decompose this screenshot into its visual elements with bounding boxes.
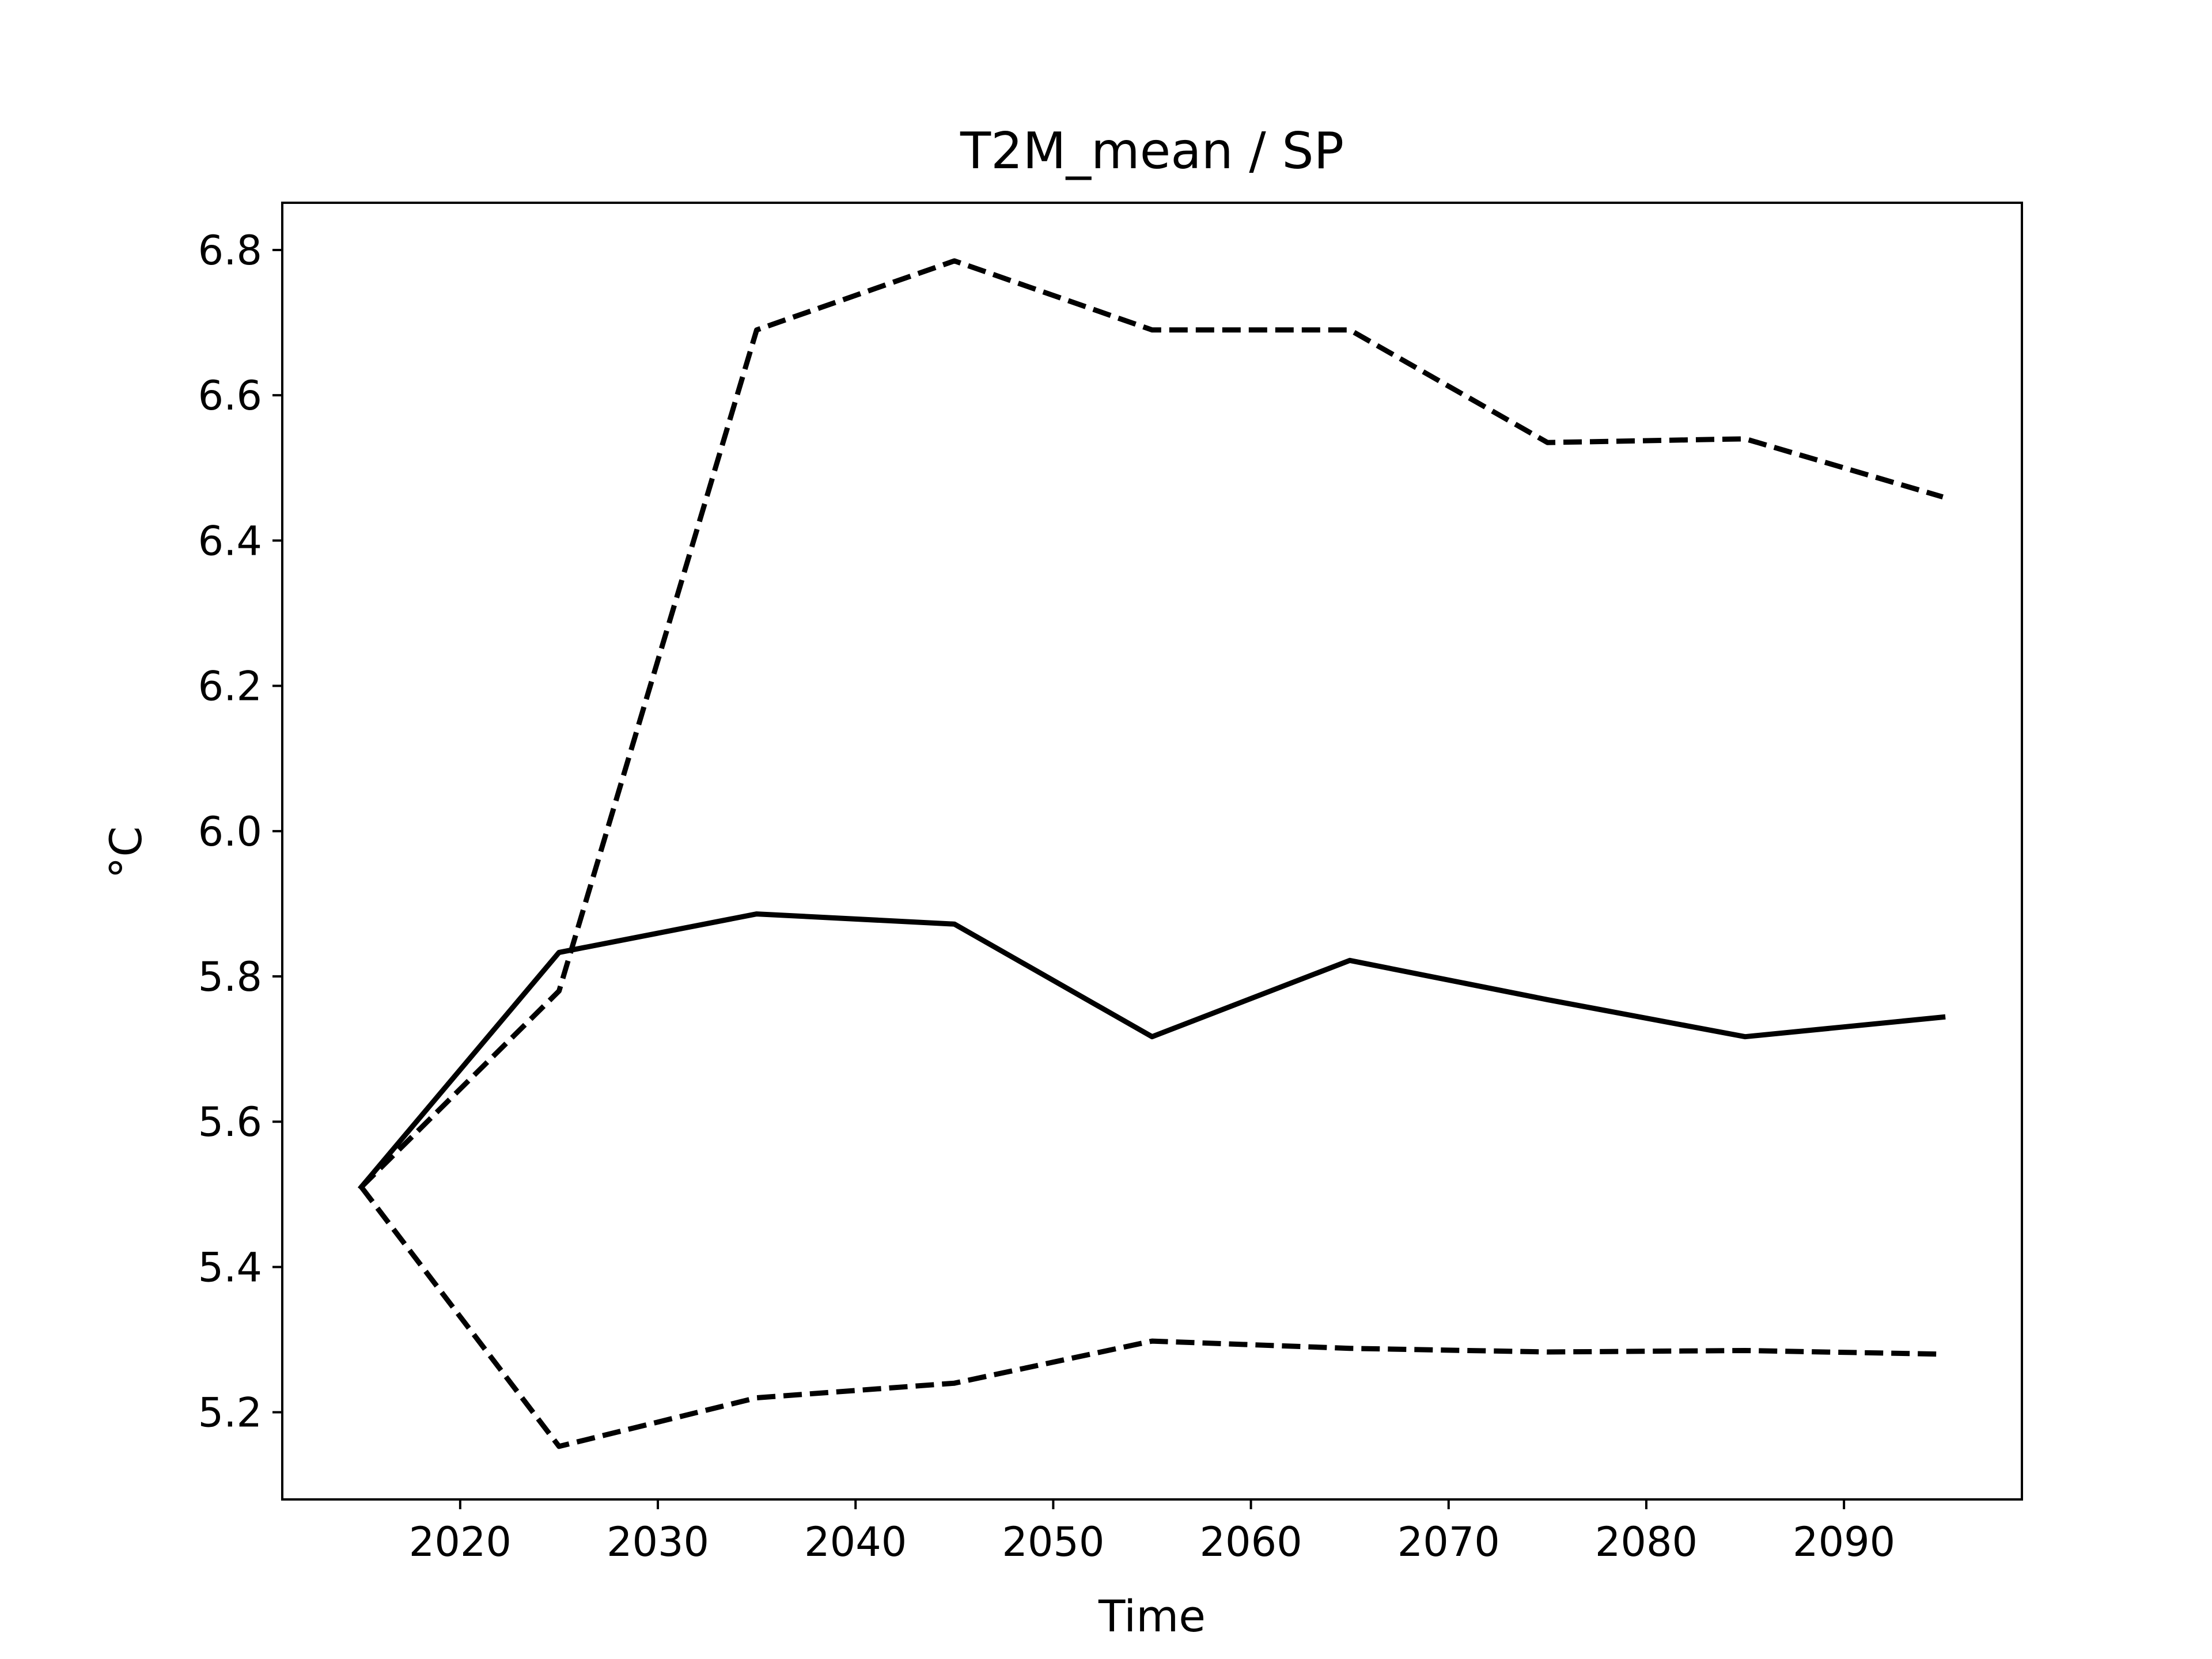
x-axis-label: Time xyxy=(1098,1590,1206,1642)
y-tick-label: 5.8 xyxy=(198,953,262,1001)
x-tick-label: 2030 xyxy=(607,1518,709,1566)
y-tick-label: 5.2 xyxy=(198,1389,262,1437)
series-line-2 xyxy=(357,911,1946,1191)
x-tick-label: 2060 xyxy=(1200,1518,1302,1566)
y-tick-label: 6.4 xyxy=(198,517,262,565)
x-tick-label: 2080 xyxy=(1595,1518,1698,1566)
x-tick-label: 2090 xyxy=(1793,1518,1895,1566)
y-tick-label: 5.4 xyxy=(198,1244,262,1291)
y-tick-label: 6.8 xyxy=(198,227,262,274)
y-tick-label: 6.0 xyxy=(198,808,262,855)
x-tick-label: 2040 xyxy=(804,1518,907,1566)
series-line-3 xyxy=(359,1185,1943,1449)
axes-layer: 2020 2030 2040 2050 2060 2070 2080 2090 5.2 5.4 5.… xyxy=(198,202,2023,1566)
series-line-1 xyxy=(359,258,1944,1189)
y-axis-label: °C xyxy=(100,826,151,878)
y-tick-label: 5.6 xyxy=(198,1099,262,1146)
x-tick-label: 2020 xyxy=(409,1518,512,1566)
x-tick-label: 2050 xyxy=(1002,1518,1104,1566)
y-tick-label: 6.6 xyxy=(198,372,262,419)
chart-title: T2M_mean / SP xyxy=(960,122,1344,180)
y-tick-label: 6.2 xyxy=(198,663,262,710)
plot-frame xyxy=(281,202,2023,1501)
x-tick-label: 2070 xyxy=(1397,1518,1500,1566)
series-layer xyxy=(357,258,1946,1449)
